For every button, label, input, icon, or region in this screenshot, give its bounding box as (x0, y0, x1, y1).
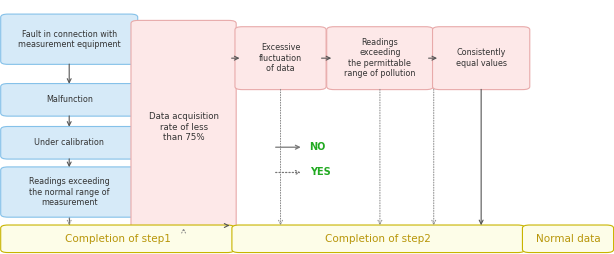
Text: Fault in connection with
measurement equipment: Fault in connection with measurement equ… (18, 29, 120, 49)
Text: Excessive
fluctuation
of data: Excessive fluctuation of data (259, 43, 302, 73)
FancyBboxPatch shape (131, 20, 236, 234)
FancyBboxPatch shape (1, 84, 138, 116)
Text: Under calibration: Under calibration (34, 138, 104, 147)
FancyBboxPatch shape (1, 225, 235, 252)
Text: Completion of step2: Completion of step2 (325, 234, 431, 244)
Text: Consistently
equal values: Consistently equal values (456, 49, 507, 68)
FancyBboxPatch shape (1, 167, 138, 217)
FancyBboxPatch shape (327, 27, 433, 90)
Text: Data acquisition
rate of less
than 75%: Data acquisition rate of less than 75% (149, 112, 219, 142)
Text: Normal data: Normal data (535, 234, 600, 244)
Text: Malfunction: Malfunction (46, 95, 93, 104)
FancyBboxPatch shape (235, 27, 326, 90)
FancyBboxPatch shape (1, 14, 138, 64)
FancyBboxPatch shape (1, 126, 138, 159)
Text: Completion of step1: Completion of step1 (64, 234, 171, 244)
Text: Readings
exceeding
the permittable
range of pollution: Readings exceeding the permittable range… (344, 38, 416, 78)
Text: Readings exceeding
the normal range of
measurement: Readings exceeding the normal range of m… (29, 177, 109, 207)
Text: NO: NO (309, 142, 326, 152)
FancyBboxPatch shape (432, 27, 530, 90)
Text: YES: YES (309, 167, 330, 178)
FancyBboxPatch shape (232, 225, 525, 252)
FancyBboxPatch shape (523, 225, 613, 252)
